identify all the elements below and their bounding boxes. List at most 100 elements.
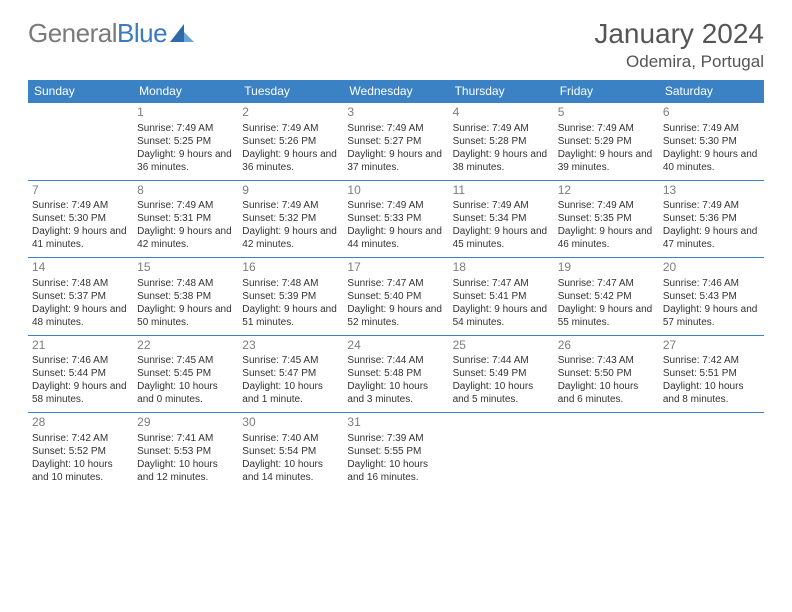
day-cell (659, 413, 764, 490)
calendar-page: GeneralBlue January 2024 Odemira, Portug… (0, 0, 792, 490)
day-cell: 1Sunrise: 7:49 AMSunset: 5:25 PMDaylight… (133, 103, 238, 181)
day-info-line: Sunrise: 7:49 AM (663, 122, 760, 135)
dow-sunday: Sunday (28, 80, 133, 103)
day-info-line: Sunset: 5:50 PM (558, 367, 655, 380)
day-cell: 21Sunrise: 7:46 AMSunset: 5:44 PMDayligh… (28, 335, 133, 413)
day-info-line: Sunrise: 7:49 AM (453, 122, 550, 135)
day-info-line: Sunrise: 7:49 AM (347, 199, 444, 212)
day-cell: 4Sunrise: 7:49 AMSunset: 5:28 PMDaylight… (449, 103, 554, 181)
day-cell: 30Sunrise: 7:40 AMSunset: 5:54 PMDayligh… (238, 413, 343, 490)
day-number: 3 (347, 105, 444, 121)
day-cell (554, 413, 659, 490)
day-number: 11 (453, 183, 550, 199)
day-info-line: Sunset: 5:33 PM (347, 212, 444, 225)
day-number: 23 (242, 338, 339, 354)
day-info-line: Sunrise: 7:44 AM (347, 354, 444, 367)
dow-saturday: Saturday (659, 80, 764, 103)
day-info-line: Sunrise: 7:42 AM (663, 354, 760, 367)
day-number: 4 (453, 105, 550, 121)
day-cell: 19Sunrise: 7:47 AMSunset: 5:42 PMDayligh… (554, 258, 659, 336)
day-info-line: Sunrise: 7:40 AM (242, 432, 339, 445)
day-cell: 22Sunrise: 7:45 AMSunset: 5:45 PMDayligh… (133, 335, 238, 413)
day-number: 6 (663, 105, 760, 121)
day-info-line: Daylight: 9 hours and 39 minutes. (558, 148, 655, 174)
day-cell: 25Sunrise: 7:44 AMSunset: 5:49 PMDayligh… (449, 335, 554, 413)
day-cell: 9Sunrise: 7:49 AMSunset: 5:32 PMDaylight… (238, 180, 343, 258)
day-info-line: Daylight: 9 hours and 46 minutes. (558, 225, 655, 251)
day-number: 29 (137, 415, 234, 431)
day-info-line: Sunset: 5:48 PM (347, 367, 444, 380)
day-info-line: Sunset: 5:45 PM (137, 367, 234, 380)
day-number: 25 (453, 338, 550, 354)
day-cell: 10Sunrise: 7:49 AMSunset: 5:33 PMDayligh… (343, 180, 448, 258)
dow-wednesday: Wednesday (343, 80, 448, 103)
day-number: 21 (32, 338, 129, 354)
day-cell: 11Sunrise: 7:49 AMSunset: 5:34 PMDayligh… (449, 180, 554, 258)
day-info-line: Daylight: 9 hours and 41 minutes. (32, 225, 129, 251)
day-info-line: Daylight: 10 hours and 14 minutes. (242, 458, 339, 484)
day-info-line: Daylight: 9 hours and 48 minutes. (32, 303, 129, 329)
day-info-line: Sunrise: 7:42 AM (32, 432, 129, 445)
day-info-line: Sunset: 5:25 PM (137, 135, 234, 148)
day-info-line: Sunset: 5:41 PM (453, 290, 550, 303)
day-info-line: Sunrise: 7:49 AM (663, 199, 760, 212)
day-info-line: Sunset: 5:32 PM (242, 212, 339, 225)
week-row: 14Sunrise: 7:48 AMSunset: 5:37 PMDayligh… (28, 258, 764, 336)
brand-logo: GeneralBlue (28, 18, 194, 49)
day-info-line: Sunrise: 7:49 AM (137, 199, 234, 212)
day-info-line: Daylight: 9 hours and 54 minutes. (453, 303, 550, 329)
day-info-line: Sunset: 5:34 PM (453, 212, 550, 225)
day-info-line: Daylight: 9 hours and 50 minutes. (137, 303, 234, 329)
day-info-line: Daylight: 9 hours and 44 minutes. (347, 225, 444, 251)
day-info-line: Sunset: 5:31 PM (137, 212, 234, 225)
dow-monday: Monday (133, 80, 238, 103)
day-info-line: Sunrise: 7:49 AM (242, 122, 339, 135)
day-info-line: Sunrise: 7:45 AM (137, 354, 234, 367)
day-number: 5 (558, 105, 655, 121)
day-info-line: Sunset: 5:53 PM (137, 445, 234, 458)
day-info-line: Daylight: 9 hours and 36 minutes. (242, 148, 339, 174)
day-info-line: Daylight: 9 hours and 47 minutes. (663, 225, 760, 251)
day-cell: 8Sunrise: 7:49 AMSunset: 5:31 PMDaylight… (133, 180, 238, 258)
day-info-line: Daylight: 10 hours and 1 minute. (242, 380, 339, 406)
day-number: 22 (137, 338, 234, 354)
day-info-line: Sunset: 5:30 PM (663, 135, 760, 148)
day-cell: 6Sunrise: 7:49 AMSunset: 5:30 PMDaylight… (659, 103, 764, 181)
day-cell: 12Sunrise: 7:49 AMSunset: 5:35 PMDayligh… (554, 180, 659, 258)
day-info-line: Sunrise: 7:49 AM (137, 122, 234, 135)
day-info-line: Sunrise: 7:39 AM (347, 432, 444, 445)
day-info-line: Daylight: 10 hours and 5 minutes. (453, 380, 550, 406)
day-info-line: Daylight: 9 hours and 57 minutes. (663, 303, 760, 329)
day-cell: 15Sunrise: 7:48 AMSunset: 5:38 PMDayligh… (133, 258, 238, 336)
brand-part1: General (28, 18, 117, 49)
day-info-line: Sunset: 5:35 PM (558, 212, 655, 225)
day-number: 30 (242, 415, 339, 431)
dow-tuesday: Tuesday (238, 80, 343, 103)
day-info-line: Daylight: 10 hours and 3 minutes. (347, 380, 444, 406)
day-info-line: Sunrise: 7:47 AM (453, 277, 550, 290)
day-info-line: Daylight: 9 hours and 58 minutes. (32, 380, 129, 406)
day-cell: 2Sunrise: 7:49 AMSunset: 5:26 PMDaylight… (238, 103, 343, 181)
day-info-line: Daylight: 9 hours and 38 minutes. (453, 148, 550, 174)
day-info-line: Daylight: 9 hours and 40 minutes. (663, 148, 760, 174)
day-info-line: Daylight: 10 hours and 10 minutes. (32, 458, 129, 484)
day-cell: 31Sunrise: 7:39 AMSunset: 5:55 PMDayligh… (343, 413, 448, 490)
day-info-line: Sunset: 5:49 PM (453, 367, 550, 380)
day-number: 15 (137, 260, 234, 276)
day-info-line: Sunrise: 7:48 AM (137, 277, 234, 290)
day-info-line: Daylight: 10 hours and 12 minutes. (137, 458, 234, 484)
day-info-line: Sunset: 5:55 PM (347, 445, 444, 458)
day-number: 19 (558, 260, 655, 276)
day-info-line: Sunrise: 7:46 AM (32, 354, 129, 367)
day-cell: 28Sunrise: 7:42 AMSunset: 5:52 PMDayligh… (28, 413, 133, 490)
day-info-line: Daylight: 9 hours and 52 minutes. (347, 303, 444, 329)
day-info-line: Sunrise: 7:49 AM (32, 199, 129, 212)
day-info-line: Sunset: 5:40 PM (347, 290, 444, 303)
day-info-line: Daylight: 9 hours and 36 minutes. (137, 148, 234, 174)
calendar-grid: Sunday Monday Tuesday Wednesday Thursday… (28, 80, 764, 490)
day-cell: 3Sunrise: 7:49 AMSunset: 5:27 PMDaylight… (343, 103, 448, 181)
day-number: 28 (32, 415, 129, 431)
day-number: 14 (32, 260, 129, 276)
day-info-line: Sunrise: 7:49 AM (558, 199, 655, 212)
week-row: 1Sunrise: 7:49 AMSunset: 5:25 PMDaylight… (28, 103, 764, 181)
